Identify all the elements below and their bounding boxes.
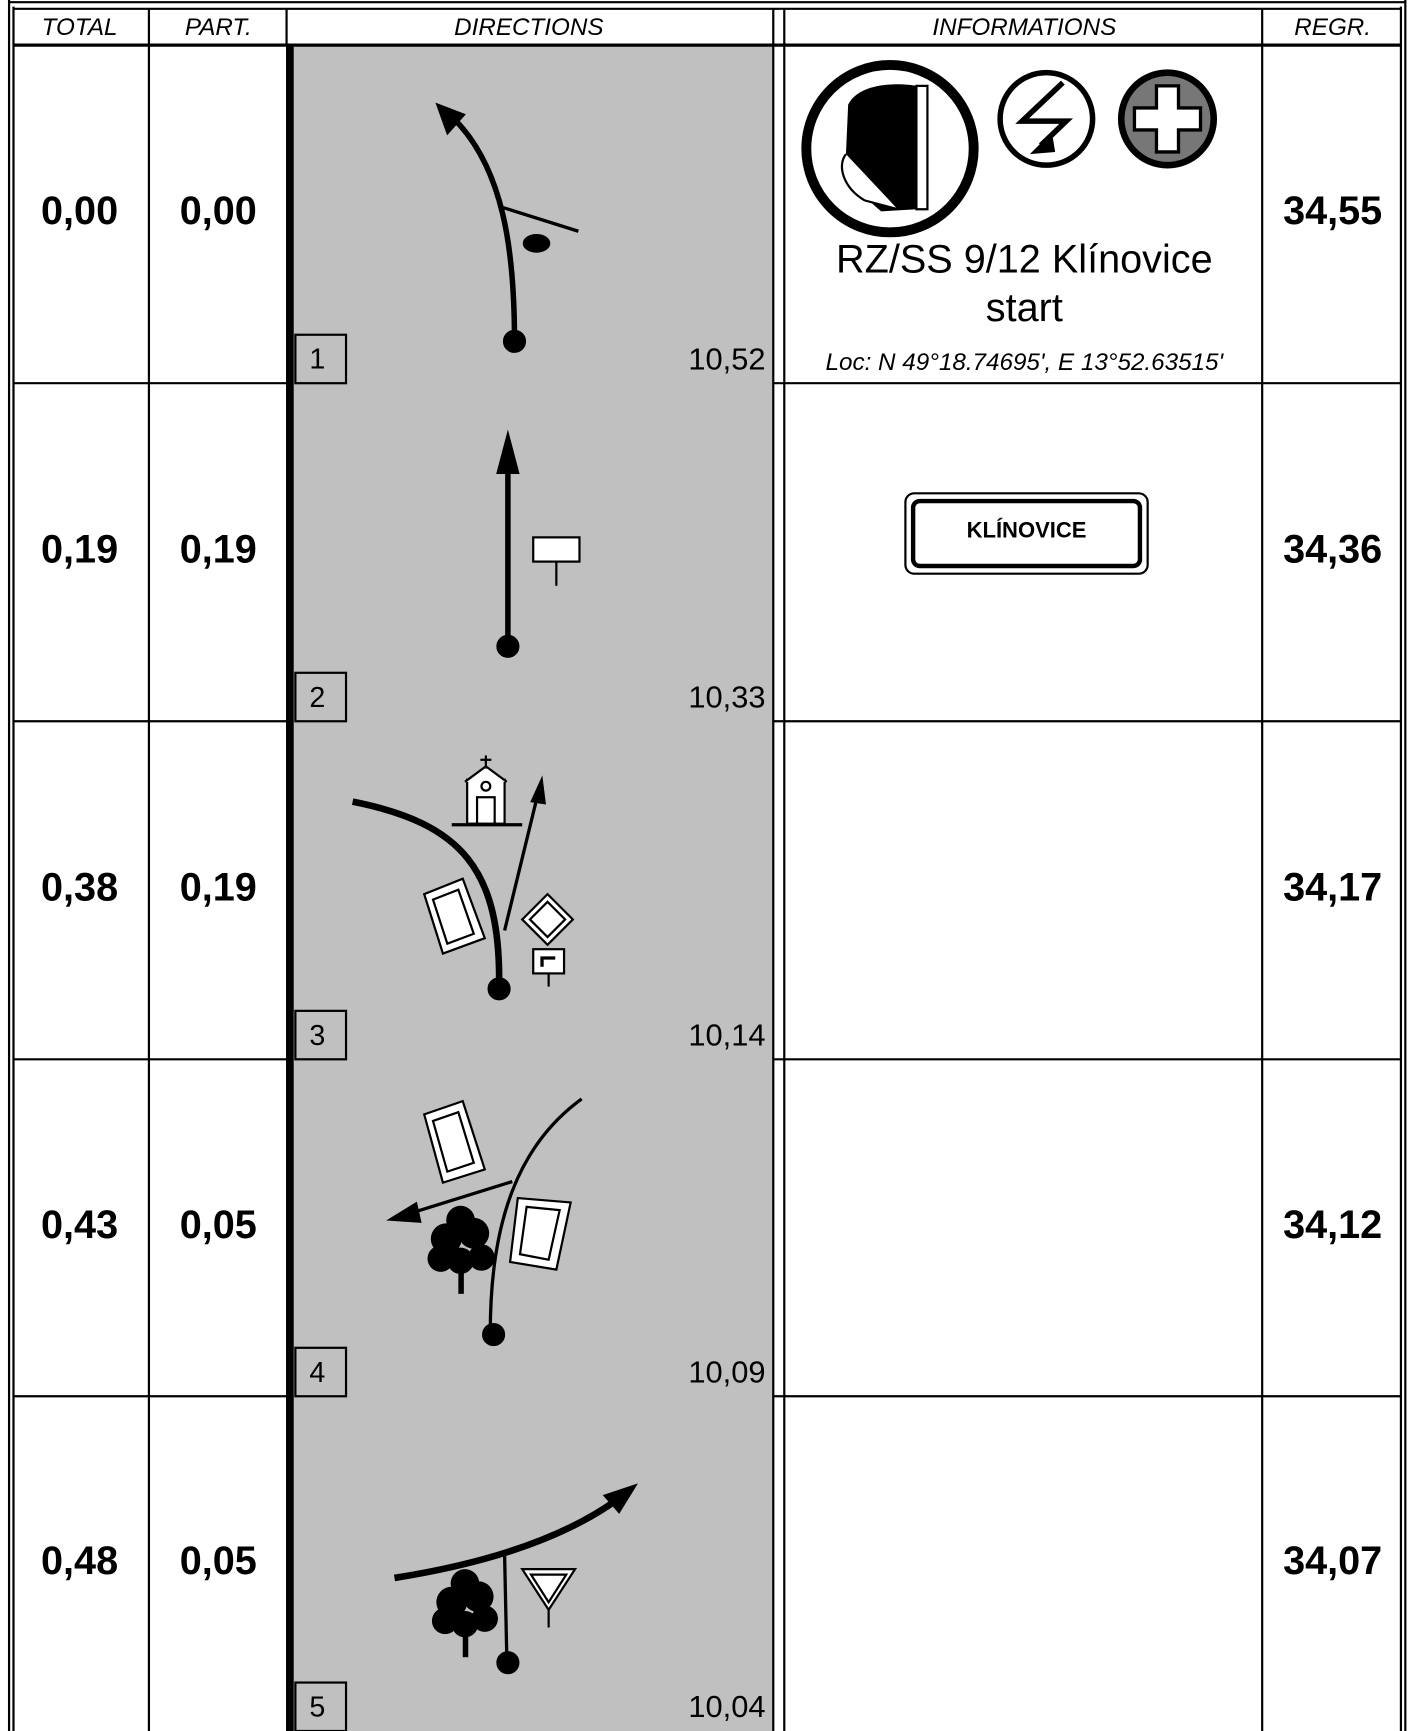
column-header: INFORMATIONS: [932, 14, 1116, 41]
info-location: Loc: N 49°18.74695', E 13°52.63515': [826, 349, 1225, 376]
town-sign-text: KLÍNOVICE: [967, 518, 1087, 543]
direction-diagrams-part-part: [446, 1206, 475, 1235]
total-distance: 0,00: [41, 189, 118, 233]
grid-part: [287, 44, 774, 1731]
total-distance: 0,48: [41, 1539, 118, 1583]
column-header: DIRECTIONS: [454, 14, 603, 41]
direction-diagrams-part: [488, 978, 510, 1000]
direction-diagrams-part: [533, 537, 579, 561]
column-header: TOTAL: [42, 14, 118, 41]
partial-distance: 0,05: [180, 1203, 257, 1247]
info-title: start: [986, 286, 1063, 330]
remaining-distance: 10,04: [688, 1689, 765, 1724]
remaining-distance: 10,09: [688, 1354, 765, 1389]
partial-distance: 0,00: [180, 189, 257, 233]
remaining-distance: 10,14: [688, 1017, 765, 1052]
remaining-distance: 10,33: [688, 679, 765, 714]
box-number: 3: [309, 1020, 325, 1052]
direction-diagrams-part-part: [477, 797, 495, 823]
direction-diagrams-part: [505, 1555, 507, 1657]
total-distance: 0,38: [41, 866, 118, 910]
direction-diagrams-part: [497, 1652, 519, 1674]
column-header: PART.: [185, 14, 252, 41]
direction-diagrams-part: [503, 330, 525, 352]
total-distance: 0,19: [41, 528, 118, 572]
regr-distance: 34,07: [1283, 1539, 1382, 1583]
regr-distance: 34,17: [1283, 866, 1382, 910]
roadbook: TOTAL PART. DIRECTIONS INFORMATIONS REGR. 0,0…: [0, 0, 1410, 1731]
box-number: 4: [309, 1357, 325, 1389]
partial-distance: 0,19: [180, 528, 257, 572]
regr-distance: 34,55: [1283, 189, 1382, 233]
direction-diagrams-part: [483, 1324, 505, 1346]
regr-distance: 34,36: [1283, 528, 1382, 572]
direction-diagrams-part-part: [481, 782, 490, 791]
partial-distance: 0,19: [180, 866, 257, 910]
column-header: REGR.: [1294, 14, 1371, 41]
partial-distance: 0,05: [180, 1539, 257, 1583]
direction-diagrams-part-part: [463, 1619, 469, 1658]
box-number: 1: [309, 344, 325, 376]
page: {"header": {"columns": ["TOTAL", "PART."…: [0, 0, 1410, 1731]
info-icons-part: [916, 86, 927, 209]
box-number: 5: [309, 1692, 325, 1724]
remaining-distance: 10,52: [688, 341, 765, 376]
regr-distance: 34,12: [1283, 1203, 1382, 1247]
info-title: RZ/SS 9/12 Klínovice: [836, 238, 1213, 282]
total-distance: 0,43: [41, 1203, 118, 1247]
box-number: 2: [309, 682, 325, 714]
direction-diagrams-part: [523, 235, 549, 253]
direction-diagrams-part-part: [451, 1569, 480, 1598]
direction-diagrams-part: [497, 635, 519, 657]
direction-diagrams-part-part: [458, 1255, 464, 1294]
